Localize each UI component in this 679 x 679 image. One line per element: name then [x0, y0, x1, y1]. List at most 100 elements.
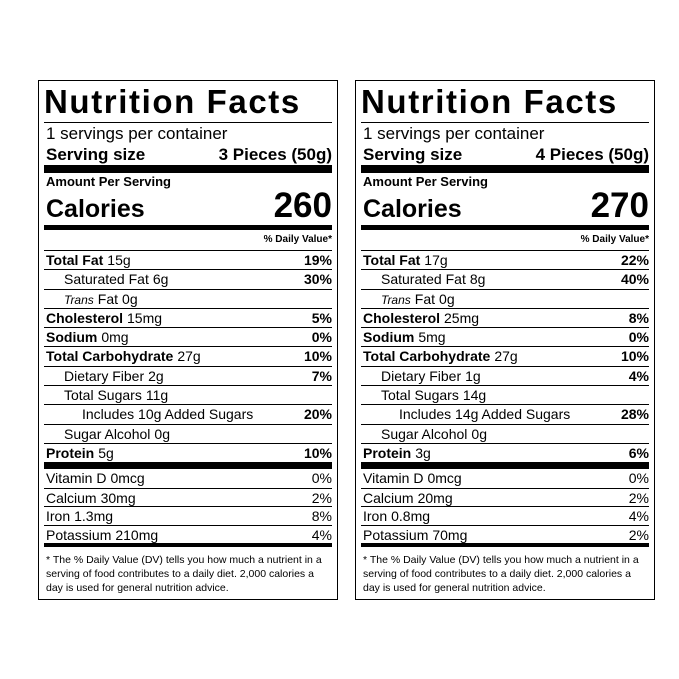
nutrient-amount: 5mg — [418, 329, 446, 346]
nutrient-daily-value: 10% — [303, 348, 332, 365]
nutrient-row: Sodium 5mg 0% — [361, 327, 649, 346]
amount-per-serving: Amount Per Serving — [46, 174, 171, 189]
serving-size: 3 Pieces (50g) — [218, 145, 332, 164]
vitamin-name-group: Iron 1.3mg — [46, 507, 113, 525]
nutrient-name: Total Fat — [46, 252, 104, 268]
nutrient-amount: 8g — [469, 271, 486, 288]
nutrient-daily-value: 0% — [311, 329, 332, 346]
vitamin-name-group: Potassium 70mg — [363, 526, 467, 544]
nutrition-label: Nutrition Facts 1 servings per container S… — [355, 80, 655, 600]
daily-value-header: % Daily Value* — [580, 234, 649, 245]
nutrient-name: Sugar Alcohol — [64, 425, 151, 442]
nutrient-row: Dietary Fiber 1g 4% — [361, 365, 649, 385]
nutrient-name-group: Total Fat 17g — [363, 251, 448, 269]
vitamin-name-group: Potassium 210mg — [46, 526, 158, 544]
nutrient-amount: 0g — [439, 290, 455, 307]
nutrient-amount: 5g — [98, 444, 114, 461]
nutrient-amount: 2g — [148, 367, 164, 384]
vitamin-name: Vitamin D — [46, 470, 107, 487]
vitamin-row: Potassium 70mg 2% — [361, 524, 649, 544]
nutrient-name-group: Dietary Fiber 1g — [381, 367, 481, 385]
vitamin-row: Vitamin D 0mcg 0% — [361, 469, 649, 488]
vitamin-name-group: Calcium 30mg — [46, 489, 136, 507]
nutrient-amount: 27g — [177, 348, 201, 365]
serving-size: 4 Pieces (50g) — [535, 145, 649, 164]
nutrient-daily-value: 28% — [620, 406, 649, 423]
vitamin-daily-value: 0% — [628, 470, 649, 487]
nutrient-row: Sugar Alcohol 0g — [44, 423, 332, 443]
vitamin-row: Potassium 210mg 4% — [44, 524, 332, 544]
nutrient-name-group: Protein 3g — [363, 444, 431, 462]
nutrient-row: Sugar Alcohol 0g — [361, 423, 649, 443]
nutrient-name: Fat — [97, 290, 119, 307]
vitamin-amount: 30mg — [100, 489, 136, 506]
nutrient-name-group: Protein 5g — [46, 444, 114, 462]
nutrient-name-group: Trans Fat 0g — [381, 290, 455, 308]
nutrient-name: Total Carbohydrate — [46, 348, 174, 365]
nutrient-name: Includes 10g Added Sugars — [82, 406, 254, 423]
vitamin-name: Potassium — [46, 526, 112, 543]
nutrient-amount: 15g — [107, 252, 131, 268]
nutrient-daily-value: 4% — [628, 367, 649, 384]
vitamin-daily-value: 2% — [628, 489, 649, 506]
vitamin-daily-value: 2% — [311, 489, 332, 506]
nutrient-row: Total Carbohydrate 27g 10% — [361, 346, 649, 365]
nutrient-name-group: Sugar Alcohol 0g — [64, 425, 170, 443]
vitamin-daily-value: 8% — [311, 508, 332, 525]
calories-value: 260 — [273, 186, 332, 225]
nutrient-daily-value: 10% — [620, 348, 649, 365]
nutrient-daily-value: 20% — [303, 406, 332, 423]
nutrient-name-group: Sodium 5mg — [363, 328, 446, 346]
nutrient-amount: 0g — [122, 290, 138, 307]
nutrient-daily-value: 6% — [628, 444, 649, 461]
nutrient-amount: 27g — [494, 348, 518, 365]
vitamin-daily-value: 4% — [628, 508, 649, 525]
nutrient-name-group: Total Sugars 11g — [64, 386, 168, 404]
nutrient-row: Total Fat 15g 19% — [44, 250, 332, 269]
nutrient-name: Saturated Fat — [64, 271, 149, 288]
vitamin-name-group: Iron 0.8mg — [363, 507, 430, 525]
nutrient-name: Protein — [363, 444, 412, 461]
nutrient-daily-value: 19% — [303, 252, 332, 268]
vitamins: Vitamin D 0mcg 0% Calcium 30mg 2% Iron 1.3mg 8% P… — [44, 462, 332, 543]
nutrient-name: Total Fat — [363, 252, 421, 268]
nutrient-name-group: Saturated Fat 8g — [381, 270, 485, 288]
calories-label: Calories — [363, 195, 462, 223]
nutrient-name-group: Total Carbohydrate 27g — [46, 347, 201, 365]
nutrient-name: Saturated Fat — [381, 271, 466, 288]
label-title: Nutrition Facts — [44, 81, 332, 123]
vitamin-row: Iron 1.3mg 8% — [44, 506, 332, 525]
vitamin-amount: 20mg — [417, 489, 453, 506]
vitamin-amount: 70mg — [432, 526, 468, 543]
nutrient-name: Total Carbohydrate — [363, 348, 491, 365]
calories-row: Calories 260 — [44, 186, 332, 230]
nutrient-name-group: Total Carbohydrate 27g — [363, 347, 518, 365]
nutrient-name: Dietary Fiber — [64, 367, 145, 384]
vitamin-name-group: Calcium 20mg — [363, 489, 453, 507]
nutrient-name: Total Sugars — [381, 387, 459, 404]
nutrient-name-group: Total Sugars 14g — [381, 386, 486, 404]
nutrient-name: Total Sugars — [64, 387, 142, 404]
nutrient-amount: 14g — [462, 387, 487, 404]
nutrient-row: Total Carbohydrate 27g 10% — [44, 346, 332, 365]
serving-size-row: Serving size 3 Pieces (50g) — [44, 144, 332, 173]
nutrient-daily-value: 40% — [620, 271, 649, 288]
vitamins: Vitamin D 0mcg 0% Calcium 20mg 2% Iron 0.8mg 4% P… — [361, 462, 649, 543]
nutrient-name-group: Sugar Alcohol 0g — [381, 425, 487, 443]
nutrient-row: Trans Fat 0g — [44, 288, 332, 308]
nutrient-row: Dietary Fiber 2g 7% — [44, 365, 332, 385]
nutrient-row: Total Sugars 14g — [361, 385, 649, 404]
serving-size-row: Serving size 4 Pieces (50g) — [361, 144, 649, 173]
nutrient-amount: 11g — [145, 387, 169, 404]
nutrient-name-group: Total Fat 15g — [46, 251, 131, 269]
nutrient-name: Sodium — [363, 329, 415, 346]
serving-size-label: Serving size — [363, 145, 463, 164]
vitamin-name: Iron — [363, 508, 388, 525]
nutrient-name-group: Cholesterol 25mg — [363, 309, 479, 327]
nutrient-amount: 17g — [424, 252, 448, 268]
nutrient-daily-value: 22% — [620, 252, 649, 268]
nutrient-daily-value: 5% — [311, 309, 332, 326]
vitamin-amount: 1.3mg — [74, 508, 114, 525]
label-title: Nutrition Facts — [361, 81, 649, 123]
